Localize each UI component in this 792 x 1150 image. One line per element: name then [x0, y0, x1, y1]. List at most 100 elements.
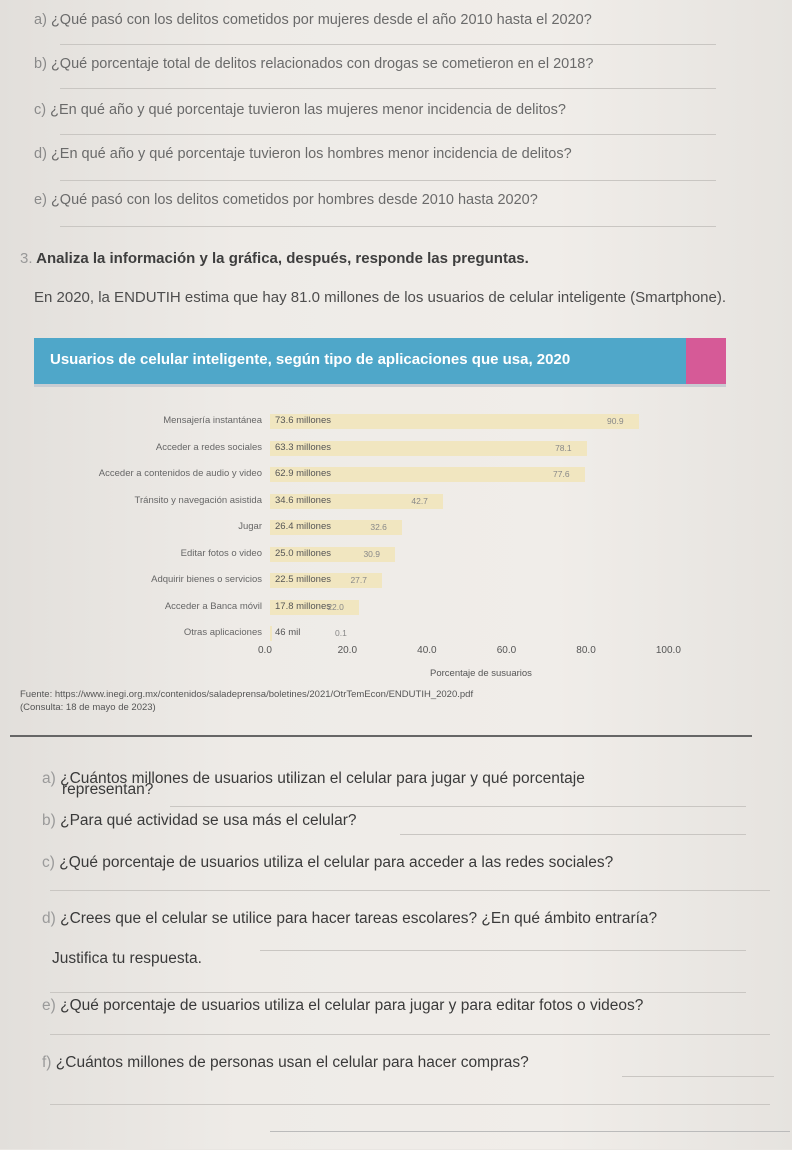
intro-paragraph: En 2020, la ENDUTIH estima que hay 81.0 …	[34, 289, 727, 306]
answer-line	[622, 1076, 774, 1077]
answer-line	[170, 806, 746, 807]
source-url: Fuente: https://www.inegi.org.mx/conteni…	[20, 689, 474, 700]
page-edge-marks	[270, 1131, 790, 1150]
answer-line	[50, 992, 746, 993]
question-text: ¿En qué año y qué porcentaje tuvieron lo…	[50, 146, 572, 162]
question-text: ¿Para qué actividad se usa más el celula…	[60, 812, 357, 829]
bar-percent-label: 32.6	[370, 522, 387, 532]
bar	[270, 599, 360, 615]
source-note: Fuente: https://www.inegi.org.mx/conteni…	[20, 688, 740, 714]
category-label: Acceder a contenidos de audio y video	[98, 468, 262, 479]
question-text: Justifica tu respuesta.	[52, 950, 202, 967]
x-tick-label: 40.0	[417, 645, 437, 656]
answer-line	[60, 134, 716, 135]
section-title: 3. Analiza la información y la gráfica, …	[20, 250, 529, 267]
answer-line	[50, 890, 770, 891]
category-label: Tránsito y navegación asistida	[134, 494, 262, 506]
bar-percent-label: 22.0	[327, 601, 344, 612]
chart-banner: Usuarios de celular inteligente, según t…	[34, 338, 726, 384]
answer-line	[260, 950, 746, 951]
bar	[270, 467, 586, 482]
bar-millions-label: 46 mil	[275, 627, 301, 638]
bar-millions-label: 63.3 millones	[275, 441, 331, 453]
question-text: ¿Qué porcentaje de usuarios utiliza el c…	[60, 997, 644, 1014]
question-a-continuation: representan?	[62, 781, 153, 799]
question-b: b) ¿Para qué actividad se usa más el cel…	[42, 812, 357, 830]
category-label: Editar fotos o video	[180, 547, 262, 559]
top-question-c: c) ¿En qué año y qué porcentaje tuvieron…	[34, 102, 566, 118]
answer-line	[50, 1104, 770, 1105]
source-date: (Consulta: 18 de mayo de 2023)	[20, 702, 156, 713]
bar-millions-label: 26.4 millones	[275, 521, 331, 532]
top-question-a: a) ¿Qué pasó con los delitos cometidos p…	[34, 12, 592, 28]
x-tick-label: 0.0	[258, 645, 272, 656]
category-label: Jugar	[238, 521, 262, 532]
bar-millions-label: 17.8 millones	[275, 600, 331, 612]
answer-line	[60, 44, 716, 45]
top-question-d: d) ¿En qué año y qué porcentaje tuvieron…	[34, 146, 572, 162]
question-letter: b)	[42, 812, 56, 829]
bar-percent-label: 78.1	[555, 442, 572, 453]
question-d-continuation: Justifica tu respuesta.	[52, 950, 202, 968]
top-question-e: e) ¿Qué pasó con los delitos cometidos p…	[34, 192, 538, 208]
bar-millions-label: 25.0 millones	[275, 547, 331, 559]
answer-line	[50, 1034, 770, 1035]
question-letter: a)	[42, 770, 56, 787]
question-letter: f)	[42, 1054, 52, 1071]
answer-line	[60, 180, 716, 181]
bar	[270, 493, 444, 509]
question-text: ¿Cuántos millones de personas usan el ce…	[55, 1054, 529, 1071]
question-text: ¿Qué porcentaje total de delitos relacio…	[50, 56, 594, 72]
question-text: ¿Cuántos millones de usuarios utilizan e…	[60, 770, 585, 787]
category-label: Adquirir bienes o servicios	[151, 574, 262, 585]
bar	[270, 414, 640, 429]
question-letter: e)	[34, 192, 47, 208]
bar	[270, 440, 588, 456]
bar-percent-label: 27.7	[350, 575, 367, 585]
bar-millions-label: 22.5 millones	[275, 574, 331, 585]
category-label: Otras aplicaciones	[183, 627, 262, 638]
bar	[270, 520, 403, 535]
bar-percent-label: 30.9	[363, 548, 380, 559]
category-label: Acceder a redes sociales	[155, 441, 262, 453]
bar	[270, 546, 396, 562]
bar-percent-label: 0.1	[335, 628, 347, 638]
question-letter: c)	[42, 854, 55, 871]
bar	[270, 573, 383, 588]
x-axis-title: Porcentaje de susuarios	[430, 668, 532, 679]
question-letter: a)	[34, 12, 47, 28]
banner-shadow	[34, 384, 726, 387]
answer-line	[60, 88, 716, 89]
bar-percent-label: 90.9	[607, 416, 624, 426]
answer-line	[60, 226, 716, 227]
question-letter: b)	[34, 56, 47, 72]
question-text: ¿Qué pasó con los delitos cometidos por …	[50, 12, 592, 28]
category-label: Mensajería instantánea	[163, 415, 262, 426]
question-letter: d)	[34, 146, 47, 162]
x-tick-label: 80.0	[576, 645, 596, 656]
bar-millions-label: 34.6 millones	[275, 494, 331, 506]
question-f: f) ¿Cuántos millones de personas usan el…	[42, 1054, 529, 1072]
question-text: ¿En qué año y qué porcentaje tuvieron la…	[50, 102, 566, 118]
question-letter: e)	[42, 997, 56, 1014]
question-text: ¿Qué pasó con los delitos cometidos por …	[50, 192, 538, 208]
x-tick-label: 100.0	[655, 645, 681, 656]
question-text: representan?	[62, 781, 154, 798]
question-letter: c)	[34, 102, 47, 118]
bar-percent-label: 77.6	[553, 469, 570, 479]
bar-percent-label: 42.7	[411, 495, 428, 506]
question-d: d) ¿Crees que el celular se utilice para…	[42, 910, 657, 928]
x-tick-label: 20.0	[337, 645, 358, 656]
category-label: Acceder a Banca móvil	[164, 600, 262, 612]
divider	[10, 735, 752, 737]
section-number: 3.	[20, 250, 33, 267]
question-c: c) ¿Qué porcentaje de usuarios utiliza e…	[42, 854, 613, 872]
section-title-text: Analiza la información y la gráfica, des…	[36, 250, 529, 267]
chart-title: Usuarios de celular inteligente, según t…	[50, 351, 571, 368]
bar-millions-label: 73.6 millones	[275, 415, 331, 426]
question-text: ¿Qué porcentaje de usuarios utiliza el c…	[59, 854, 614, 871]
bar	[270, 626, 272, 641]
question-letter: d)	[42, 910, 56, 927]
question-e: e) ¿Qué porcentaje de usuarios utiliza e…	[42, 997, 643, 1015]
